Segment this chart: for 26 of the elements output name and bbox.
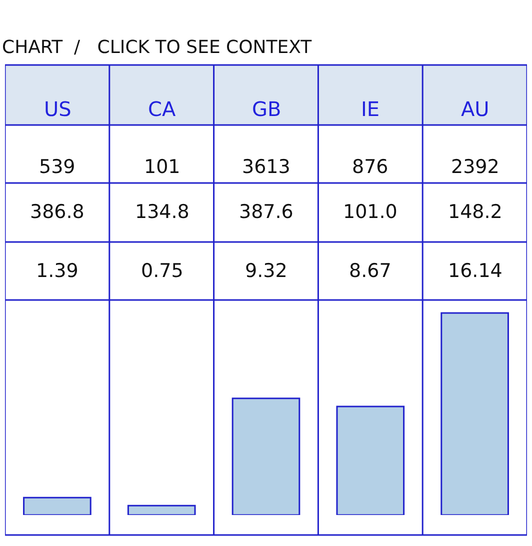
text: 101.0	[343, 201, 398, 223]
bar	[232, 398, 300, 515]
data-label: 0.75	[141, 260, 184, 282]
bar	[127, 504, 196, 515]
text: 3613	[242, 156, 290, 178]
text: 387.6	[239, 201, 294, 223]
text: 148.2	[448, 201, 502, 223]
data-label: 1.39	[36, 260, 78, 282]
data-label: 8.67	[349, 260, 392, 282]
text: 539	[39, 156, 76, 178]
text: 876	[352, 156, 388, 178]
text: 134.8	[135, 201, 190, 223]
data-label: 16.14	[448, 260, 502, 282]
text: 2392	[451, 156, 500, 178]
x-tick-label: IE	[361, 97, 380, 121]
text: 101	[144, 156, 180, 178]
data-label: 9.32	[245, 260, 288, 282]
bar	[336, 406, 405, 515]
bar	[23, 496, 92, 515]
chart-title: CHART / CLICK TO SEE CONTEXT	[2, 37, 313, 58]
text: 386.8	[30, 201, 84, 223]
x-tick-label: CA	[148, 97, 176, 121]
x-tick-label: AU	[461, 97, 490, 121]
bar	[440, 312, 509, 515]
x-tick-label: GB	[252, 97, 282, 121]
x-tick-label: US	[44, 97, 72, 121]
